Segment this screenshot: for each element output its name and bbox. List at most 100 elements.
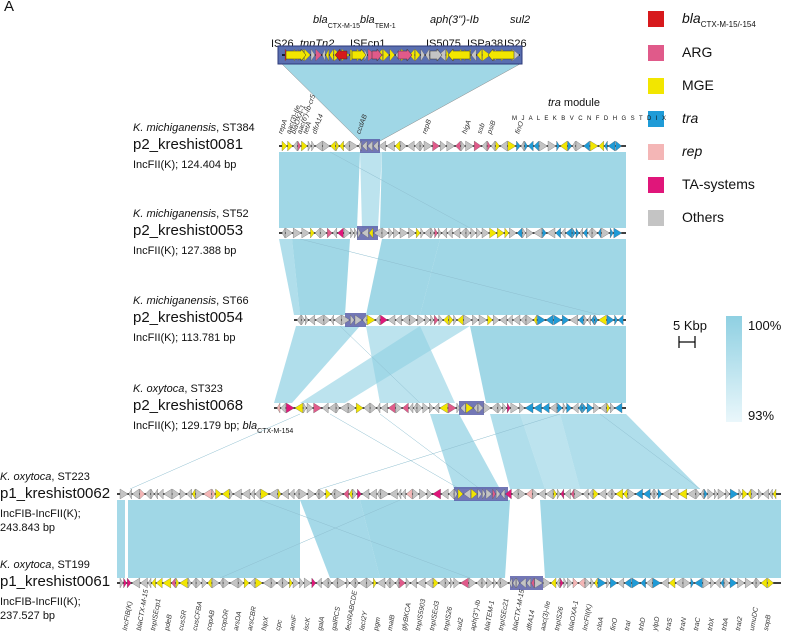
gene-arrow <box>606 314 615 326</box>
gene-arrow <box>516 140 521 152</box>
plasmid-inc-info: IncFII(K); 129.179 bp; blaCTX-M-154 <box>133 420 294 435</box>
gene-arrow <box>527 140 534 152</box>
gene-arrow <box>336 402 340 414</box>
gene-arrow <box>413 402 417 414</box>
gene-arrow <box>570 488 575 500</box>
gene-arrow <box>478 314 488 326</box>
plasmid-name: p2_kreshist0081 <box>133 136 244 153</box>
gene-arrow <box>439 402 448 414</box>
gene-arrow <box>481 227 490 239</box>
identity-block <box>282 64 520 141</box>
gene-arrow <box>565 227 572 239</box>
track-p0054 <box>294 313 626 327</box>
gene-arrow <box>590 577 594 589</box>
gene-arrow <box>373 227 382 239</box>
gene-arrow <box>524 402 534 414</box>
top-label-bla-ctx: blaCTX-M-15 <box>313 14 360 30</box>
gene-arrow <box>607 140 616 152</box>
gene-arrow <box>207 577 212 589</box>
gene-arrow <box>569 314 578 326</box>
gene-arrow <box>172 488 180 500</box>
gene-arrow <box>294 402 303 414</box>
gene-arrow <box>382 227 389 239</box>
gene-arrow <box>604 140 608 152</box>
insert-gene-arrow <box>487 48 515 62</box>
gene-arrow <box>397 488 402 500</box>
gene-arrow <box>292 577 300 589</box>
gene-arrow <box>229 577 239 589</box>
gene-arrow <box>471 48 477 62</box>
gene-arrow <box>328 402 336 414</box>
gene-arrow <box>455 140 461 152</box>
gene-arrow <box>271 577 277 589</box>
gene-arrow <box>357 227 361 239</box>
identity-block <box>490 414 545 489</box>
gene-arrow <box>147 577 152 589</box>
gene-arrow <box>549 402 557 414</box>
gene-arrow <box>502 402 507 414</box>
gene-arrow <box>700 488 704 500</box>
gene-arrow <box>487 314 493 326</box>
gene-arrow <box>414 140 420 152</box>
gene-arrow <box>725 488 730 500</box>
gene-arrow <box>594 314 598 326</box>
gene-arrow <box>496 488 501 500</box>
gene-arrow <box>509 577 513 589</box>
gene-arrow <box>419 488 427 500</box>
gene-arrow <box>269 488 278 500</box>
gene-arrow <box>598 140 604 152</box>
gene-arrow <box>131 577 140 589</box>
gene-arrow <box>390 577 396 589</box>
gene-arrow <box>429 402 434 414</box>
identity-block <box>300 500 380 578</box>
gene-arrow <box>583 140 590 152</box>
gene-arrow <box>507 314 513 326</box>
gene-arrow <box>119 488 129 500</box>
gene-arrow <box>171 577 176 589</box>
gene-arrow <box>349 488 353 500</box>
identity-block <box>292 239 350 315</box>
track-p0081 <box>279 139 626 153</box>
gene-arrow <box>586 402 594 414</box>
gene-arrow <box>520 314 526 326</box>
gene-arrow <box>593 402 600 414</box>
track-p0062 <box>117 487 781 501</box>
plasmid-inc-info: IncFIB-IncFII(K); 243.843 bp <box>0 508 81 534</box>
plasmid-inc-info: IncFII(K); 124.404 bp <box>133 159 237 171</box>
identity-block <box>279 239 300 315</box>
gene-arrow <box>432 488 441 500</box>
gene-arrow <box>331 488 335 500</box>
gene-arrow <box>377 488 381 500</box>
gene-arrow <box>321 402 329 414</box>
gene-arrow <box>285 227 293 239</box>
gene-arrow <box>412 488 420 500</box>
gene-arrow <box>456 314 464 326</box>
identity-block <box>128 500 300 578</box>
identity-block <box>430 414 500 489</box>
gene-arrow <box>330 140 336 152</box>
gene-arrow <box>453 314 457 326</box>
gene-arrow <box>578 577 585 589</box>
gene-arrow <box>476 577 482 589</box>
gene-arrow <box>545 314 554 326</box>
gene-arrow <box>645 577 653 589</box>
gene-arrow <box>367 314 376 326</box>
legend-label: TA-systems <box>682 176 755 192</box>
gene-arrow <box>477 488 482 500</box>
gene-arrow <box>394 140 401 152</box>
gene-arrow <box>299 488 308 500</box>
gene-arrow <box>330 314 334 326</box>
gene-arrow <box>399 577 406 589</box>
gene-arrow <box>415 48 421 62</box>
gene-arrow <box>593 488 599 500</box>
plasmid-name: p2_kreshist0053 <box>133 222 244 239</box>
plasmid-name: p2_kreshist0068 <box>133 397 244 414</box>
plasmid-species: K. oxytoca, ST223 <box>0 471 90 483</box>
gene-arrow <box>453 577 461 589</box>
gene-arrow <box>729 577 738 589</box>
gene-arrow <box>254 488 261 500</box>
gene-arrow <box>293 227 302 239</box>
gene-arrow <box>614 402 623 414</box>
gene-arrow <box>417 402 423 414</box>
